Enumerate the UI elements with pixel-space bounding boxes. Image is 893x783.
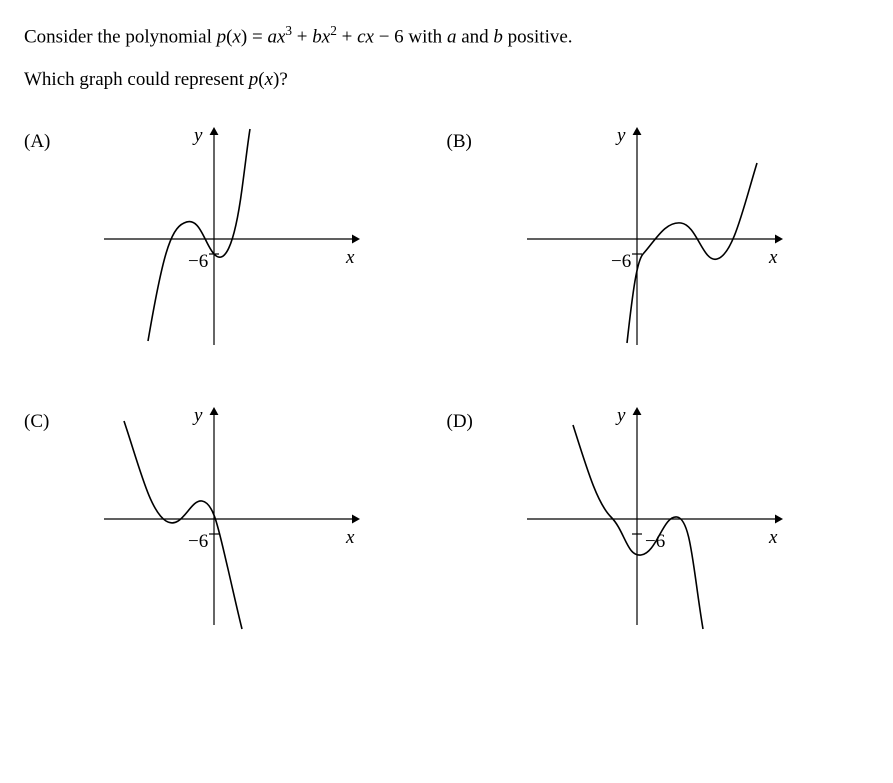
option-a: (A) x y −6 [24,119,447,359]
graph-c: x y −6 [84,399,447,639]
x-axis-arrow-icon [775,515,783,524]
y-axis-arrow-icon [210,127,219,135]
y-axis-arrow-icon [632,407,641,415]
text: )? [273,69,288,90]
var-x: x [232,26,240,47]
option-d: (D)xy−6 [447,399,870,639]
cubic-curve [124,421,242,629]
option-label: (D) [447,399,507,437]
x-axis-label: x [768,527,778,548]
question-line-1: Consider the polynomial p(x) = ax3 + bx2… [24,20,869,53]
x-axis-label: x [345,527,355,548]
graph-b: x y −6 [507,119,870,359]
options-grid: (A)xy−6(B)xy−6(C)xy−6(D)xy−6 [24,119,869,679]
question-line-2: Which graph could represent p(x)? [24,65,869,95]
text: positive. [503,26,573,47]
cubic-curve [627,163,757,343]
var-p: p [249,69,259,90]
text: − 6 with [374,26,447,47]
cubic-curve [573,425,703,629]
graph-d: xy−6 [507,399,870,639]
var-x: x [265,69,273,90]
text: Which graph could represent [24,69,249,90]
x-axis-label: x [345,247,355,268]
equals: ) = [241,26,268,47]
option-c: (C) x y −6 [24,399,447,639]
axes-chart: xy−6 [507,399,797,639]
var-x: x [322,26,330,47]
text: and [456,26,493,47]
y-intercept-label: −6 [611,251,631,272]
y-axis-arrow-icon [632,127,641,135]
var-a: a [447,26,457,47]
x-axis-arrow-icon [352,235,360,244]
op-plus: + [337,26,357,47]
cubic-curve [148,129,250,341]
var-a: a [267,26,277,47]
y-axis-label: y [615,125,626,146]
y-intercept-label: −6 [188,251,208,272]
x-axis-arrow-icon [775,235,783,244]
graph-a: x y −6 [84,119,447,359]
y-axis-label: y [615,405,626,426]
var-p: p [217,26,227,47]
var-b: b [312,26,322,47]
axes-chart: x y −6 [84,399,374,639]
var-x: x [366,26,374,47]
option-b: (B) x y −6 [447,119,870,359]
x-axis-label: x [768,247,778,268]
y-axis-arrow-icon [210,407,219,415]
x-axis-arrow-icon [352,515,360,524]
op-plus: + [292,26,312,47]
axes-chart: x y −6 [507,119,797,359]
y-axis-label: y [192,125,203,146]
axes-chart: x y −6 [84,119,374,359]
exp-2: 2 [330,23,337,38]
option-label: (B) [447,119,507,157]
y-intercept-label: −6 [188,531,208,552]
option-label: (C) [24,399,84,437]
var-c: c [357,26,365,47]
option-label: (A) [24,119,84,157]
text: Consider the polynomial [24,26,217,47]
y-axis-label: y [192,405,203,426]
var-b: b [493,26,503,47]
